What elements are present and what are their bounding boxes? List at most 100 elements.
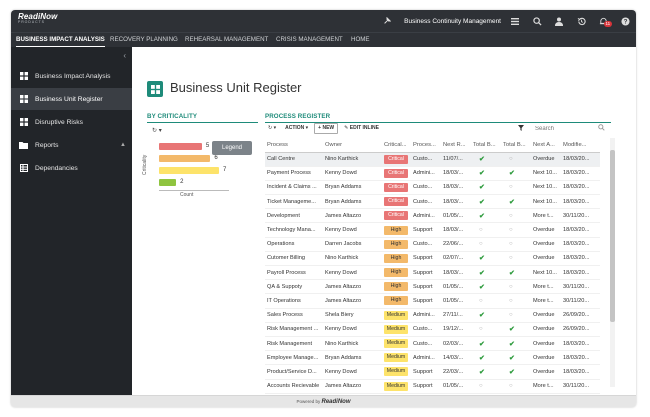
- circle-icon: ○: [479, 326, 483, 333]
- legend-button[interactable]: Legend: [212, 141, 252, 155]
- table-row[interactable]: Employee Manage... Bryan Addams Medium Admi…: [265, 350, 600, 366]
- tab-home[interactable]: HOME: [351, 36, 370, 43]
- total-b-cell: ○: [501, 152, 531, 167]
- next-review-cell: 01/05/...: [441, 279, 471, 295]
- total-b-cell: ○: [501, 379, 531, 394]
- logo: ReadiNow PRODUCTS: [18, 12, 57, 24]
- history-icon[interactable]: [570, 10, 592, 32]
- sidebar-item-label: Dependancies: [35, 164, 78, 172]
- table-row[interactable]: IT Operations James Altazzo High Support 01/…: [265, 293, 600, 309]
- filter-icon[interactable]: [515, 123, 527, 134]
- refresh-icon[interactable]: ↻ ▾: [268, 125, 277, 131]
- criticality-badge: Medium: [384, 367, 408, 377]
- total-b-cell: ✔: [471, 152, 501, 167]
- chart-bar-value: 7: [223, 166, 227, 173]
- user-icon[interactable]: [548, 10, 570, 32]
- column-header[interactable]: Total B...: [501, 138, 531, 153]
- total-b-cell: ✔: [501, 364, 531, 380]
- action-button[interactable]: ACTION ▾: [285, 125, 309, 131]
- tab-rehearsal-management[interactable]: REHEARSAL MANAGEMENT: [185, 36, 269, 43]
- action-label: ACTION: [285, 125, 305, 131]
- sidebar-item-dependancies[interactable]: Dependancies: [11, 157, 132, 179]
- help-icon[interactable]: ?: [614, 10, 636, 32]
- search-input[interactable]: [533, 123, 607, 134]
- collapse-sidebar-icon[interactable]: ‹: [123, 51, 126, 60]
- sidebar-item-business-unit-register[interactable]: Business Unit Register: [11, 88, 132, 110]
- search-icon[interactable]: [526, 10, 548, 32]
- table-row[interactable]: Cutomer Billing Nino Karthick High Support 0…: [265, 251, 600, 267]
- check-icon: ✔: [509, 340, 515, 348]
- search-icon[interactable]: [598, 124, 605, 133]
- vertical-scrollbar[interactable]: [610, 138, 615, 387]
- chart-bar-low[interactable]: [159, 179, 177, 186]
- circle-icon: ○: [509, 383, 513, 390]
- total-b-cell: ○: [471, 322, 501, 337]
- pin-icon[interactable]: [376, 10, 398, 32]
- table-row[interactable]: Accounts Recievable James Altazzo Medium Su…: [265, 379, 600, 394]
- tab-recovery-planning[interactable]: RECOVERY PLANNING: [110, 36, 178, 43]
- scrollbar-thumb[interactable]: [610, 150, 615, 322]
- chart-bar-value: 2: [180, 178, 184, 185]
- total-b-cell: ○: [501, 308, 531, 323]
- app-title[interactable]: Business Continuity Management: [404, 17, 501, 25]
- table-row[interactable]: Product/Service D... Kenny Dowd Medium Supp…: [265, 364, 600, 380]
- next-review-cell: 22/06/...: [441, 237, 471, 252]
- column-header[interactable]: Owner: [323, 138, 382, 153]
- table-row[interactable]: Sales Process Shela Biery Medium Admini... 2…: [265, 308, 600, 323]
- edit-inline-button[interactable]: ✎ EDIT INLINE: [341, 123, 382, 134]
- column-header[interactable]: Process: [265, 138, 323, 153]
- menu-icon[interactable]: [504, 10, 526, 32]
- table-row[interactable]: Operations Darren Jacobs High Custo... 22/06…: [265, 237, 600, 252]
- next-review-cell: 27/11/...: [441, 308, 471, 323]
- table-row[interactable]: Payroll Process Kenny Dowd High Support 18/0…: [265, 265, 600, 281]
- owner-cell: Bryan Addams: [323, 194, 382, 210]
- column-header[interactable]: Next A...: [531, 138, 561, 153]
- chart-refresh-button[interactable]: ↻ ▾: [152, 128, 162, 134]
- process-type-cell: Support: [411, 279, 441, 295]
- process-cell: Cutomer Billing: [265, 251, 323, 267]
- table-row[interactable]: QA & Suppoty James Altazzo High Support 01/0…: [265, 279, 600, 295]
- column-header[interactable]: Modifie...: [561, 138, 600, 153]
- check-icon: ✔: [479, 198, 485, 206]
- new-button[interactable]: + NEW: [314, 122, 339, 134]
- circle-icon: ○: [509, 255, 513, 262]
- modified-cell: 30/11/20...: [561, 279, 600, 295]
- sidebar-item-label: Business Unit Register: [35, 95, 103, 103]
- chart-bar-medium[interactable]: [159, 167, 219, 174]
- chevron-up-icon[interactable]: ▲: [120, 142, 126, 148]
- table-row[interactable]: Development James Altazzo Critical Admini..…: [265, 208, 600, 224]
- modified-cell: 18/03/20...: [561, 194, 600, 210]
- modified-cell: 30/11/20...: [561, 293, 600, 309]
- sidebar-item-reports[interactable]: Reports ▲: [11, 134, 132, 156]
- table-row[interactable]: Risk Management ... Kenny Dowd Medium Custo…: [265, 322, 600, 337]
- logo-text: ReadiNow: [18, 12, 58, 21]
- criticality-cell: Medium: [382, 379, 411, 394]
- table-row[interactable]: Incident & Claims ... Bryan Addams Critica…: [265, 180, 600, 196]
- check-icon: ✔: [509, 269, 515, 277]
- next-review-cell: 02/07/...: [441, 251, 471, 267]
- table-row[interactable]: Technology Mana... Kenny Dowd High Support 1…: [265, 222, 600, 238]
- column-header[interactable]: Proces...: [411, 138, 441, 153]
- notifications-icon[interactable]: 11: [592, 10, 614, 32]
- chart-bar-critical[interactable]: [159, 143, 202, 150]
- column-header[interactable]: Total B...: [471, 138, 501, 153]
- circle-icon: ○: [509, 184, 513, 191]
- chart-bar-high[interactable]: [159, 155, 211, 162]
- check-icon: ✔: [479, 283, 485, 291]
- total-b-cell: ✔: [471, 194, 501, 210]
- register-toolbar: ↻ ▾ ACTION ▾ + NEW ✎ EDIT INLINE: [265, 122, 633, 134]
- page-title: Business Unit Register: [170, 80, 302, 95]
- column-header[interactable]: Next R...: [441, 138, 471, 153]
- column-header[interactable]: Critical...: [382, 138, 411, 153]
- table-row[interactable]: Ticket Manageme... Bryan Addams Critical Cu…: [265, 194, 600, 210]
- sidebar-item-business-impact-analysis[interactable]: Business Impact Analysis: [11, 65, 132, 87]
- tab-business-impact-analysis[interactable]: BUSINESS IMPACT ANALYSIS: [16, 33, 105, 48]
- sidebar-item-disruptive-risks[interactable]: Disruptive Risks: [11, 111, 132, 133]
- check-icon: ✔: [479, 184, 485, 192]
- tab-crisis-management[interactable]: CRISIS MANAGEMENT: [276, 36, 343, 43]
- table-row[interactable]: Risk Management Nino Karthick Medium Custo.…: [265, 336, 600, 352]
- total-b-cell: ✔: [471, 279, 501, 295]
- table-row[interactable]: Call Centre Nino Karthick Critical Custo...…: [265, 152, 600, 167]
- process-type-cell: Custo...: [411, 336, 441, 352]
- table-row[interactable]: Payment Process Kenny Dowd Critical Admini.…: [265, 166, 600, 181]
